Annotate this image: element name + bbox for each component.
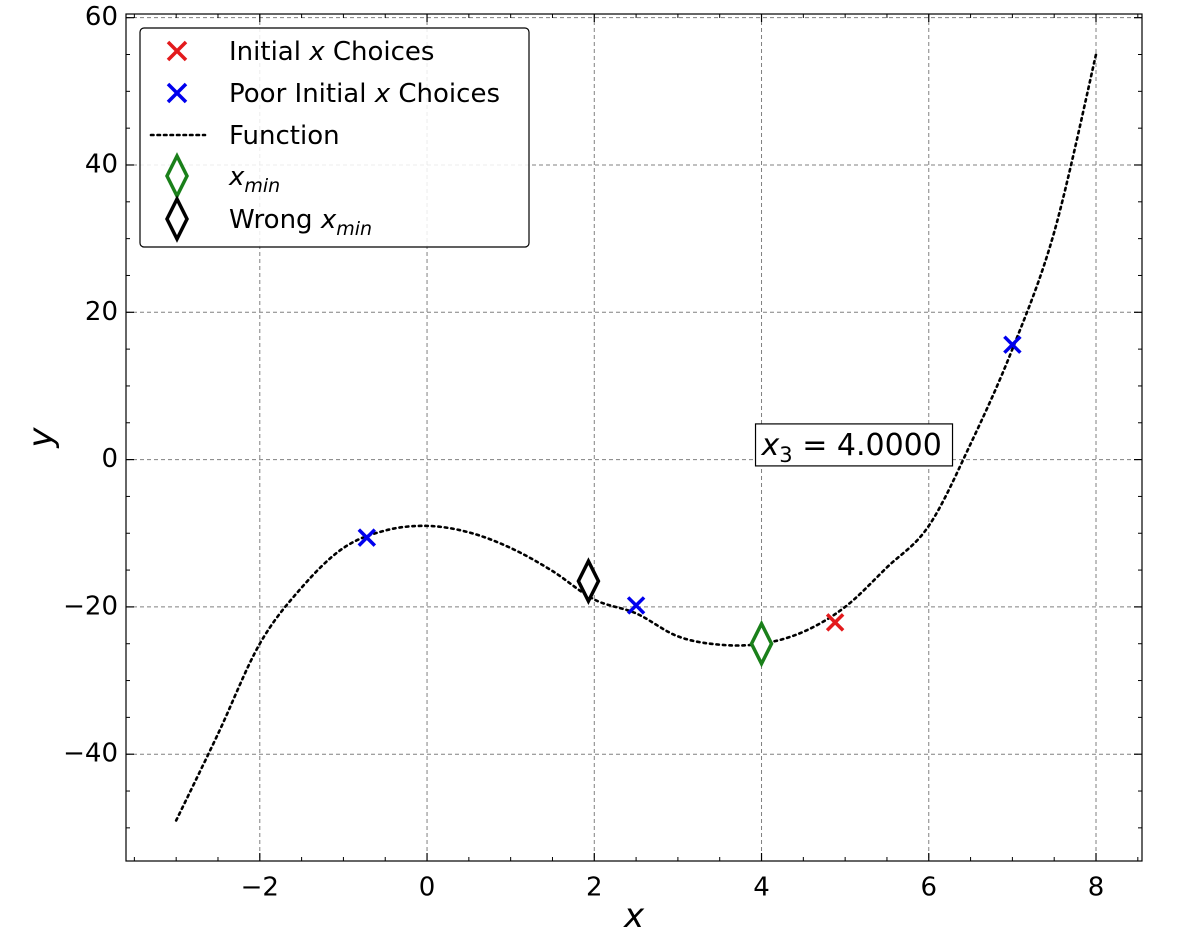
x-axis-label: x xyxy=(623,896,645,936)
legend-label-xmin: xmin xyxy=(228,162,280,197)
function-line xyxy=(174,53,1098,822)
legend-frame xyxy=(139,27,530,248)
legend-handle-initial-stroke-b xyxy=(166,40,188,62)
x-tick-label: 6 xyxy=(920,873,937,903)
annotation-text: x3 = 4.0000 xyxy=(761,428,942,467)
marker-poor-initial-x-choices-1 xyxy=(626,596,646,615)
y-tick-label: −40 xyxy=(63,739,118,769)
y-tick-label: −20 xyxy=(63,591,118,621)
x-tick-label: −2 xyxy=(241,873,279,903)
plot-frame xyxy=(125,13,1143,862)
legend-handle-wrong xyxy=(165,195,189,243)
marker-initial-x-choices-0 xyxy=(825,613,845,632)
legend-label-function: Function xyxy=(229,121,340,151)
legend: Initial x Choices Poor Initial x Choices F… xyxy=(139,27,530,248)
y-axis-label: y xyxy=(21,427,61,449)
legend-label-poor: Poor Initial x Choices xyxy=(229,79,500,109)
marker-poor-initial-x-choices-0-stroke-b xyxy=(357,528,377,547)
x-tick-label: 8 xyxy=(1088,873,1105,903)
x-tick-label: 4 xyxy=(753,873,770,903)
function-curve xyxy=(174,53,1098,822)
x-tick-label: 0 xyxy=(419,873,436,903)
legend-label-wrong: Wrong xmin xyxy=(229,205,372,240)
y-tick-label: 40 xyxy=(85,149,118,179)
data-markers xyxy=(357,335,1022,668)
marker-x-min-0 xyxy=(749,619,774,668)
legend-handle-initial xyxy=(166,40,188,62)
legend-label-initial: Initial x Choices xyxy=(229,37,434,67)
marker-poor-initial-x-choices-2 xyxy=(1003,335,1022,354)
marker-poor-initial-x-choices-2-stroke-b xyxy=(1003,335,1022,354)
x-tick-label: 2 xyxy=(586,873,603,903)
y-tick-label: 20 xyxy=(85,297,118,327)
y-tick-label: 60 xyxy=(85,2,118,32)
marker-poor-initial-x-choices-1-stroke-b xyxy=(626,596,646,615)
legend-handle-poor xyxy=(166,82,188,104)
marker-poor-initial-x-choices-0 xyxy=(357,528,377,547)
y-tick-label: 0 xyxy=(101,444,118,474)
annotation-box: x3 = 4.0000 xyxy=(754,423,954,467)
marker-initial-x-choices-0-stroke-b xyxy=(825,613,845,632)
marker-wrong-x-min-0 xyxy=(576,557,601,606)
annotation-frame xyxy=(754,423,954,467)
legend-handle-poor-stroke-b xyxy=(166,82,188,104)
